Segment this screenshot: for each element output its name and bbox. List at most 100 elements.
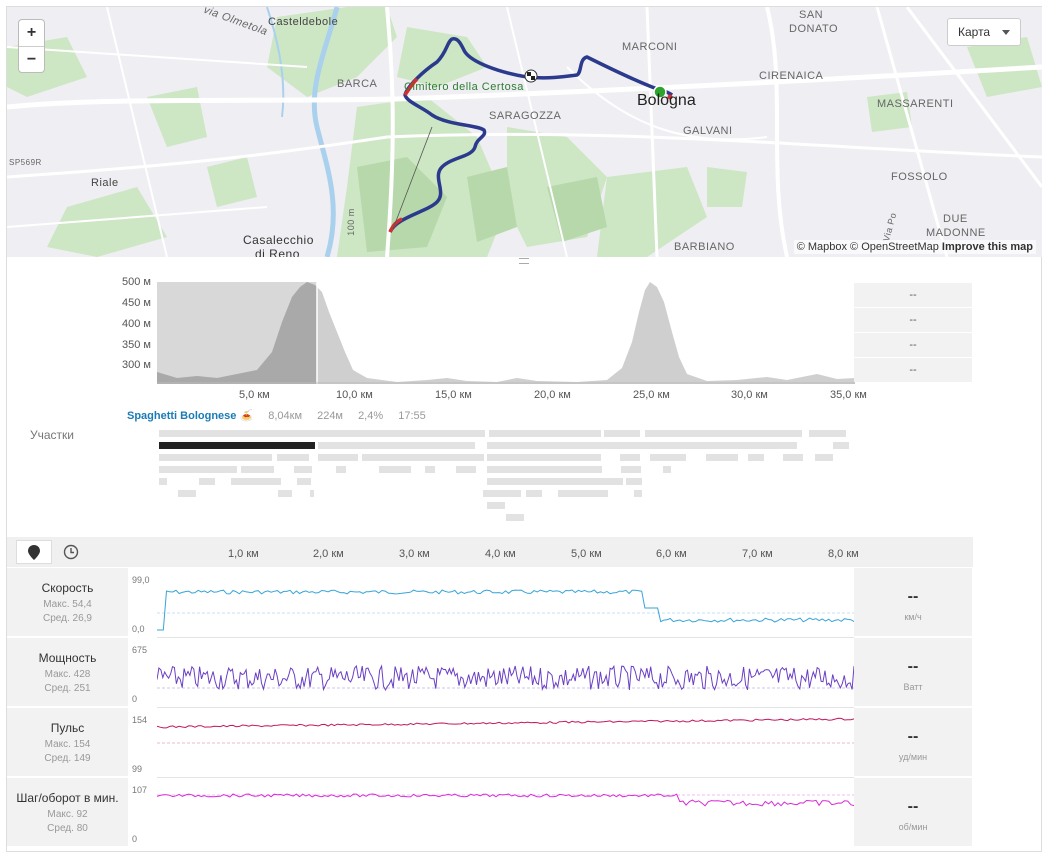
elev-x-tick: 10,0 км	[336, 389, 373, 401]
segment-bar-selected[interactable]	[159, 442, 315, 449]
segment-bar[interactable]	[159, 478, 167, 485]
segment-bar[interactable]	[487, 442, 797, 449]
segment-bar[interactable]	[159, 430, 485, 437]
elev-y-tick: 300 м	[122, 359, 151, 371]
segment-name-link[interactable]: Spaghetti Bolognese 🍝	[127, 410, 254, 422]
segment-bar[interactable]	[456, 466, 476, 473]
segment-bar[interactable]	[379, 466, 411, 473]
improve-map-link[interactable]: Improve this map	[941, 241, 1033, 253]
segment-bar[interactable]	[650, 454, 686, 461]
stream-y-max: 99,0	[132, 575, 150, 585]
segment-bar[interactable]	[526, 490, 542, 497]
segment-bar[interactable]	[487, 478, 623, 485]
elevation-profile-chart[interactable]	[157, 282, 855, 384]
segment-bar[interactable]	[620, 454, 640, 461]
map-label-casteldebole: Casteldebole	[268, 16, 339, 28]
distance-mode-tab[interactable]	[16, 540, 52, 564]
segment-bar[interactable]	[558, 490, 608, 497]
segment-bar[interactable]	[318, 442, 475, 449]
stream-unit: уд/мин	[898, 752, 928, 762]
segment-bar[interactable]	[362, 454, 484, 461]
segment-bar[interactable]	[178, 490, 196, 497]
stream-row-cadence-value: -- об/мин	[854, 778, 972, 846]
segment-bar[interactable]	[159, 454, 272, 461]
stream-line	[157, 717, 854, 729]
map-label-fossolo: FOSSOLO	[891, 171, 948, 183]
segment-bar[interactable]	[809, 430, 846, 437]
stream-x-tick: 4,0 км	[485, 548, 516, 560]
stream-line	[157, 793, 854, 807]
segment-bar[interactable]	[294, 466, 312, 473]
stream-current-value: --	[907, 588, 919, 605]
map-label-san-donato-2: DONATO	[789, 23, 839, 35]
stream-max: Макс. 154	[44, 739, 91, 750]
stream-max: Макс. 92	[47, 809, 88, 820]
segment-bar[interactable]	[783, 454, 803, 461]
stream-y-max: 154	[132, 715, 148, 725]
segment-bar[interactable]	[425, 466, 435, 473]
segment-bar[interactable]	[815, 454, 833, 461]
stream-y-min: 0	[132, 834, 138, 844]
segment-bar[interactable]	[621, 466, 641, 473]
map-label-di-reno: di Reno	[255, 247, 300, 257]
stream-row-hr-value: -- уд/мин	[854, 708, 972, 776]
segment-bar[interactable]	[297, 478, 311, 485]
stream-max: Макс. 54,4	[43, 599, 92, 610]
stream-y-min: 99	[132, 764, 143, 774]
stream-y-min: 0,0	[132, 624, 145, 634]
segment-bar[interactable]	[277, 454, 309, 461]
segment-bar[interactable]	[634, 478, 642, 485]
segment-bar[interactable]	[487, 454, 601, 461]
segment-bar[interactable]	[241, 466, 274, 473]
segment-bar[interactable]	[487, 466, 602, 473]
segment-bar[interactable]	[278, 490, 292, 497]
stream-avg: Сред. 26,9	[43, 613, 92, 624]
stream-title: Мощность	[38, 651, 97, 665]
segment-bar[interactable]	[706, 454, 738, 461]
map-label-sp569r: SP569R	[9, 158, 42, 167]
stream-current-value: --	[907, 658, 919, 675]
segment-bar[interactable]	[663, 466, 671, 473]
segment-bar[interactable]	[199, 478, 215, 485]
zoom-out-button[interactable]: −	[19, 46, 44, 72]
route-map[interactable]: Casteldebole via Olmetola SAN DONATO MAR…	[7, 7, 1042, 257]
segment-bar[interactable]	[506, 514, 524, 521]
attribution-text: © Mapbox © OpenStreetMap	[796, 241, 939, 253]
segment-bar[interactable]	[489, 430, 601, 437]
segment-bar[interactable]	[483, 490, 521, 497]
elev-y-tick: 450 м	[122, 297, 151, 309]
elev-x-tick: 30,0 км	[731, 389, 768, 401]
map-label-certosa: Cimitero della Certosa	[404, 81, 524, 93]
map-label-casalecchio: Casalecchio	[243, 233, 314, 247]
map-type-dropdown[interactable]: Карта	[947, 18, 1021, 46]
stream-line	[157, 664, 854, 692]
map-resize-handle[interactable]	[519, 258, 529, 264]
segment-bar[interactable]	[833, 442, 849, 449]
elev-side-value: --	[854, 283, 972, 307]
zoom-in-button[interactable]: +	[26, 24, 37, 41]
segment-bar[interactable]	[645, 430, 802, 437]
map-label-cirenaica: CIRENAICA	[759, 70, 824, 82]
segment-bar[interactable]	[634, 490, 642, 497]
segment-bar[interactable]	[626, 478, 634, 485]
time-mode-tab[interactable]	[53, 540, 89, 564]
stream-row-speed-info: Скорость Макс. 54,4 Сред. 26,9	[7, 568, 128, 636]
segment-bar[interactable]	[748, 454, 764, 461]
segment-bar[interactable]	[318, 454, 358, 461]
zoom-control: + −	[18, 19, 45, 73]
map-label-madonne: MADONNE	[926, 227, 986, 239]
stream-current-value: --	[907, 798, 919, 815]
segment-bar[interactable]	[231, 478, 281, 485]
segment-bar[interactable]	[159, 466, 237, 473]
segment-bar[interactable]	[310, 490, 314, 497]
segment-bar[interactable]	[336, 466, 346, 473]
map-label-barca: BARCA	[337, 78, 378, 90]
data-streams-chart[interactable]	[157, 568, 854, 848]
map-label-bologna: Bologna	[637, 92, 696, 109]
map-label-barbiano: BARBIANO	[674, 241, 735, 253]
segment-bar[interactable]	[604, 430, 640, 437]
stream-x-tick: 3,0 км	[399, 548, 430, 560]
stream-x-tick: 2,0 км	[313, 548, 344, 560]
segment-bar[interactable]	[487, 502, 505, 509]
stream-title: Скорость	[41, 581, 94, 595]
